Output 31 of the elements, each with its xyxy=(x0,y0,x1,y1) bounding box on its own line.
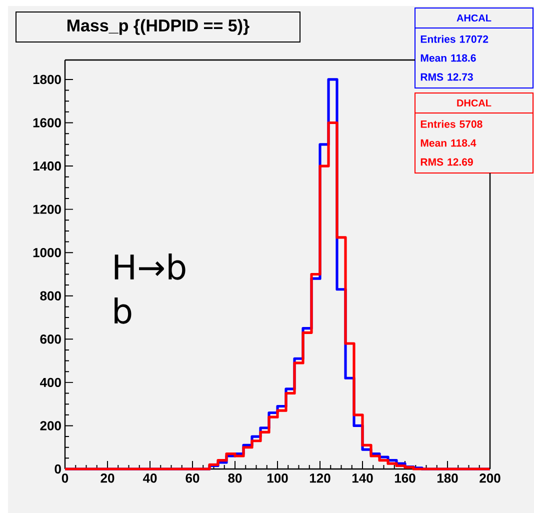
y-tick-label: 1000 xyxy=(33,248,61,258)
text: DHCAL xyxy=(457,99,492,107)
x-tick-label: 0 xyxy=(62,474,68,483)
annotation: RMS 12.69 xyxy=(420,158,473,166)
x-tick-label: 60 xyxy=(186,474,200,483)
y-tick-label: 1400 xyxy=(33,161,61,171)
x-tick-label: 120 xyxy=(310,474,330,483)
annotation: Entries 5708 xyxy=(420,120,482,128)
annotation: Mean 118.6 xyxy=(420,54,476,62)
x-tick-label: 180 xyxy=(437,474,458,483)
y-tick-label: 800 xyxy=(40,291,61,300)
x-tick-label: 40 xyxy=(142,474,157,483)
chart-title: Mass_p {(HDPID == 5)} xyxy=(67,19,250,35)
x-tick-label: 20 xyxy=(100,474,114,483)
y-tick-label: 0 xyxy=(54,464,61,474)
y-tick-label: 1800 xyxy=(33,74,61,84)
x-tick-label: 160 xyxy=(394,474,416,483)
x-tick-label: 200 xyxy=(480,474,500,483)
x-tick-label: 140 xyxy=(352,474,373,483)
y-tick-label: 600 xyxy=(40,334,61,344)
y-tick-label: 400 xyxy=(40,378,61,388)
y-tick-label: 1200 xyxy=(33,204,61,214)
annotation: RMS 12.73 xyxy=(420,73,473,81)
annotation: Mean 118.4 xyxy=(420,139,476,147)
text: AHCAL xyxy=(456,14,492,22)
annotation: H→b b xyxy=(114,254,186,324)
x-tick-label: 100 xyxy=(267,474,288,483)
y-tick-label: 1600 xyxy=(33,118,61,128)
x-tick-label: 80 xyxy=(228,474,242,483)
text: Entries 17072 xyxy=(420,35,488,43)
y-tick-label: 200 xyxy=(40,421,61,430)
